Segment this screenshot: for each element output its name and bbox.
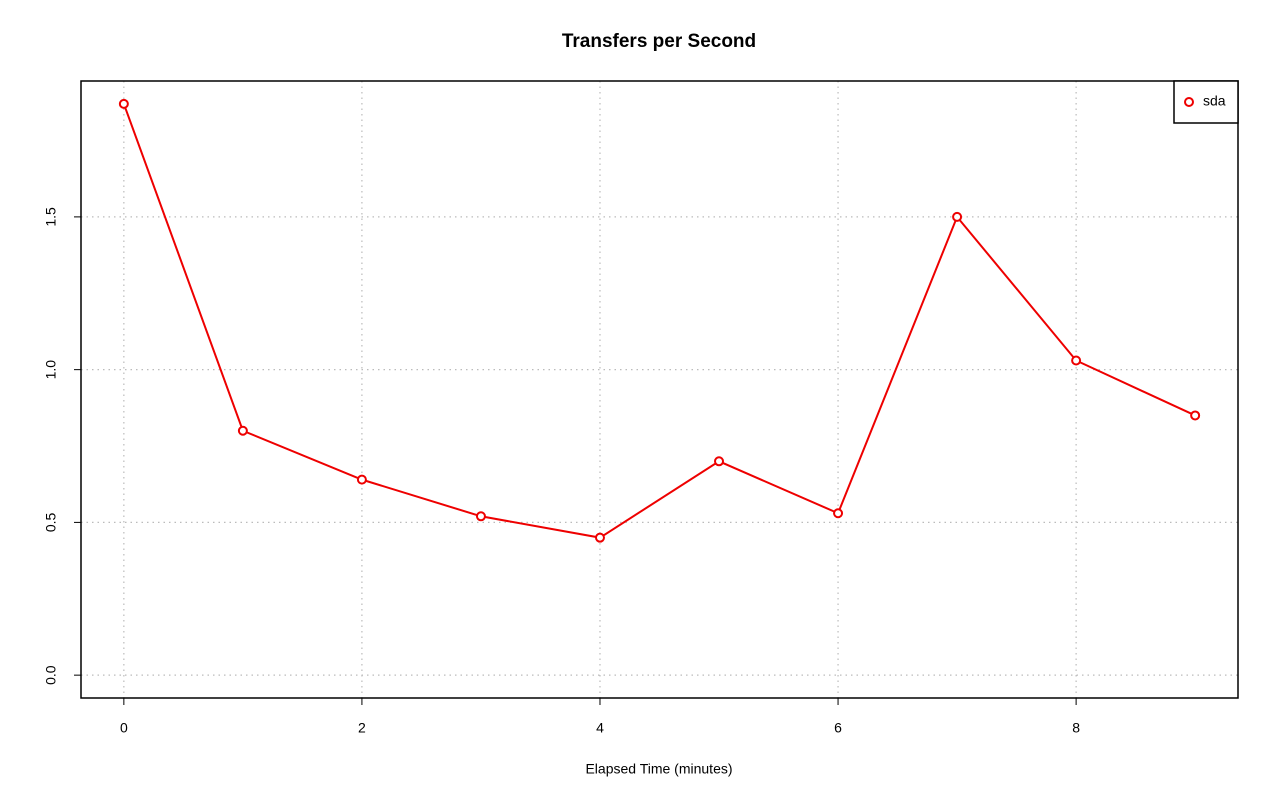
data-point [237, 425, 248, 436]
y-tick-label: 0.5 [43, 512, 59, 532]
x-tick-label: 8 [1072, 720, 1080, 736]
data-point [594, 532, 605, 543]
data-point [714, 456, 725, 467]
series-line [122, 103, 1196, 539]
x-tick-label: 6 [834, 720, 842, 736]
x-axis-label: Elapsed Time (minutes) [585, 761, 732, 777]
data-point [475, 511, 486, 522]
plot-frame [80, 80, 1239, 699]
legend-label: sda [1203, 93, 1226, 109]
data-point [118, 98, 129, 109]
data-point [356, 474, 367, 485]
x-tick-label: 4 [596, 720, 604, 736]
x-tick-label: 2 [358, 720, 366, 736]
x-tick-label: 0 [120, 720, 128, 736]
y-tick-label: 1.0 [43, 360, 59, 380]
chart-title: Transfers per Second [562, 31, 756, 52]
data-point [1190, 410, 1201, 421]
data-point [833, 508, 844, 519]
y-tick-label: 0.0 [43, 665, 59, 685]
y-tick-label: 1.5 [43, 207, 59, 227]
legend-symbol [1184, 97, 1194, 107]
data-point [1071, 355, 1082, 366]
data-point [952, 211, 963, 222]
